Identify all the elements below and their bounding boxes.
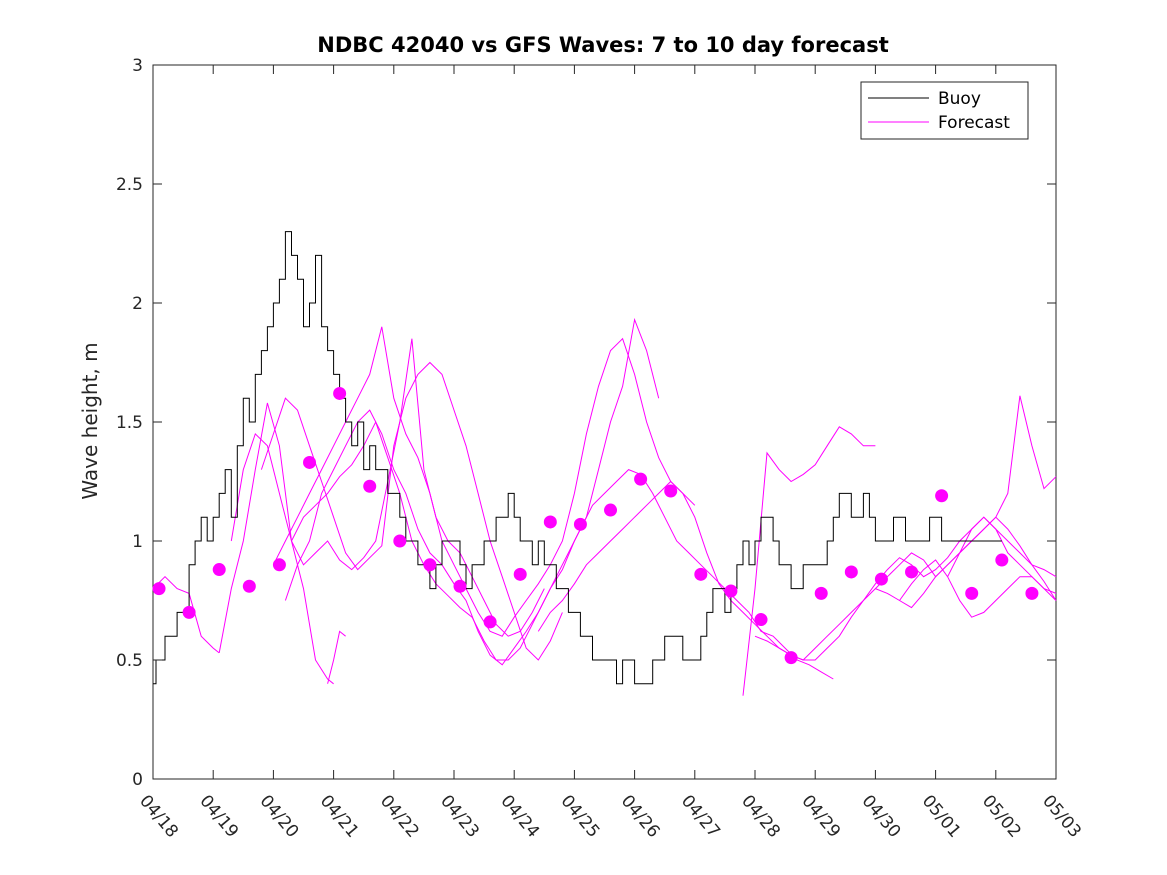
forecast-marker <box>333 386 347 400</box>
forecast-marker <box>844 565 858 579</box>
forecast-marker <box>995 553 1009 567</box>
y-tick-label: 1.5 <box>116 413 143 433</box>
forecast-marker <box>694 567 708 581</box>
forecast-line <box>742 426 876 696</box>
forecast-marker <box>604 503 618 517</box>
buoy-line <box>153 231 1002 685</box>
forecast-marker <box>634 472 648 486</box>
y-axis-label: Wave height, m <box>78 342 102 499</box>
y-tick-label: 2.5 <box>116 175 143 195</box>
legend: Buoy Forecast <box>860 81 1029 140</box>
forecast-line <box>291 420 834 680</box>
forecast-marker <box>182 605 196 619</box>
forecast-marker <box>724 584 738 598</box>
forecast-line <box>899 559 1057 618</box>
forecast-marker <box>1025 586 1039 600</box>
plot-area <box>152 231 1057 696</box>
forecast-marker <box>363 479 377 493</box>
forecast-marker <box>212 563 226 577</box>
forecast-marker <box>664 484 678 498</box>
y-tick-label: 2 <box>132 294 143 314</box>
legend-box <box>860 81 1029 140</box>
forecast-marker <box>874 572 888 586</box>
forecast-marker <box>935 489 949 503</box>
forecast-marker <box>965 586 979 600</box>
forecast-marker <box>754 613 768 627</box>
forecast-marker <box>573 517 587 531</box>
forecast-line <box>327 630 346 684</box>
forecast-line <box>754 516 1057 661</box>
forecast-marker <box>784 651 798 665</box>
forecast-marker <box>453 579 467 593</box>
forecast-marker <box>905 565 919 579</box>
forecast-marker <box>513 567 527 581</box>
forecast-marker <box>303 455 317 469</box>
y-tick-label: 1 <box>132 532 143 552</box>
forecast-line <box>875 395 1057 589</box>
legend-forecast-label: Forecast <box>938 113 1010 133</box>
forecast-marker <box>393 534 407 548</box>
y-tick-label: 0 <box>132 770 143 790</box>
forecast-line <box>284 317 660 666</box>
forecast-marker <box>272 558 286 572</box>
forecast-marker <box>152 582 166 596</box>
forecast-marker <box>242 579 256 593</box>
forecast-line <box>218 402 334 685</box>
legend-buoy-label: Buoy <box>938 89 981 109</box>
forecast-marker <box>483 615 497 629</box>
forecast-marker <box>423 558 437 572</box>
y-tick-label: 3 <box>132 56 143 76</box>
forecast-line <box>260 361 563 661</box>
forecast-marker <box>543 515 557 529</box>
chart-title: NDBC 42040 vs GFS Waves: 7 to 10 day for… <box>317 33 888 57</box>
y-tick-label: 0.5 <box>116 651 143 671</box>
forecast-marker <box>814 586 828 600</box>
